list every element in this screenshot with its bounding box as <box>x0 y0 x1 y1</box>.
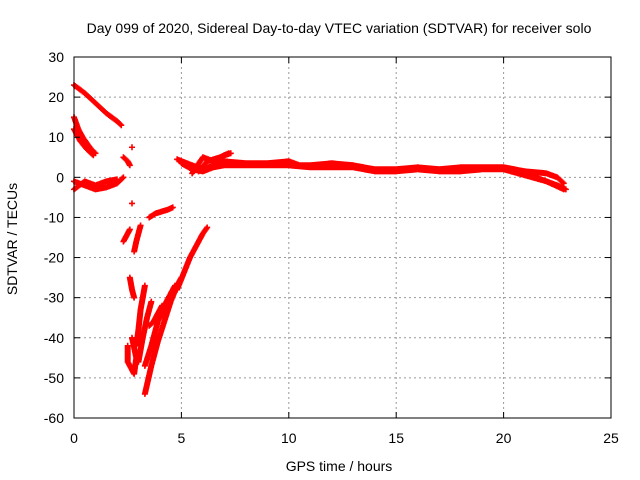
y-tick-label: -10 <box>44 209 64 225</box>
data-point-marks <box>128 144 135 151</box>
data-track <box>133 282 148 349</box>
data-track <box>146 204 176 221</box>
y-axis-title: SDTVAR / TECUs <box>4 183 20 295</box>
data-track <box>126 274 138 301</box>
data-track <box>120 154 133 169</box>
plot-border <box>73 56 612 419</box>
data-point-marks <box>174 224 211 293</box>
data-point-marks <box>146 302 166 329</box>
y-tick-label: -50 <box>44 370 64 386</box>
data-point-marks <box>135 298 155 365</box>
data-track <box>131 222 144 255</box>
x-tick-label: 25 <box>603 430 619 446</box>
data-track <box>174 224 211 293</box>
x-tick-label: 5 <box>178 430 186 446</box>
y-tick-label: 10 <box>48 129 64 145</box>
data-point-marks <box>195 150 232 175</box>
data-point-marks <box>146 204 176 221</box>
x-tick-label: 10 <box>281 430 297 446</box>
data-track <box>146 302 166 329</box>
y-tick-label: -30 <box>44 290 64 306</box>
y-tick-label: -40 <box>44 330 64 346</box>
y-tick-label: 30 <box>48 49 64 65</box>
data-track <box>195 150 232 175</box>
data-point-marks <box>522 168 569 193</box>
data-point-marks <box>120 154 133 169</box>
data-point-marks <box>131 222 144 255</box>
data-point-marks <box>120 226 133 245</box>
grid <box>74 57 611 418</box>
y-tick-label: 0 <box>56 169 64 185</box>
data-point-marks <box>133 282 148 349</box>
data-point-marks <box>71 126 97 159</box>
data-track <box>141 274 185 397</box>
chart-title: Day 099 of 2020, Sidereal Day-to-day VTE… <box>87 20 592 36</box>
data-track <box>522 168 569 193</box>
data-track <box>120 226 133 245</box>
x-tick-label: 15 <box>388 430 404 446</box>
data-point-marks <box>128 200 135 207</box>
data-track <box>135 298 155 365</box>
data-track <box>71 82 125 129</box>
y-tick-label: -60 <box>44 410 64 426</box>
data-track <box>71 126 97 159</box>
x-tick-label: 0 <box>70 430 78 446</box>
y-tick-label: -20 <box>44 250 64 266</box>
data-point-marks <box>126 274 138 301</box>
x-axis-title: GPS time / hours <box>286 458 393 474</box>
data-track <box>128 200 135 207</box>
data-track <box>128 144 135 151</box>
data-track <box>178 160 567 193</box>
x-tick-label: 20 <box>496 430 512 446</box>
y-tick-label: 20 <box>48 89 64 105</box>
data-point-marks <box>71 82 125 129</box>
axis-ticks: 0 5 10 15 20 25 -60 -50 -40 -30 -20 -10 0 10 20 30 <box>44 49 619 446</box>
data-series-solo <box>71 82 569 397</box>
data-point-marks <box>141 274 185 397</box>
data-point-marks <box>178 160 567 193</box>
